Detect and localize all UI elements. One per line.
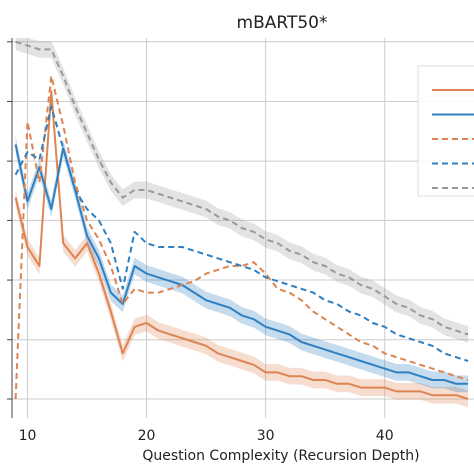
series-lines (14, 40, 469, 400)
x-tick-label-1: 20 (138, 428, 156, 444)
series-0-line (14, 90, 469, 400)
series-4-band (15, 38, 469, 343)
x-tick-label-0: 10 (19, 428, 37, 444)
axes-layer: 10 20 30 40 (7, 38, 394, 444)
x-tick-label-2: 30 (257, 428, 275, 444)
series-2-line (14, 75, 469, 400)
chart-title: mBART50* (237, 13, 328, 33)
series-3-line (14, 105, 469, 362)
legend-box (417, 65, 474, 197)
series-4-line (15, 40, 469, 336)
series-1-line (14, 144, 469, 385)
grid-layer (12, 38, 474, 418)
x-tick-label-3: 40 (376, 428, 394, 444)
legend (417, 65, 474, 197)
x-axis-label: Question Complexity (Recursion Depth) (142, 448, 419, 464)
